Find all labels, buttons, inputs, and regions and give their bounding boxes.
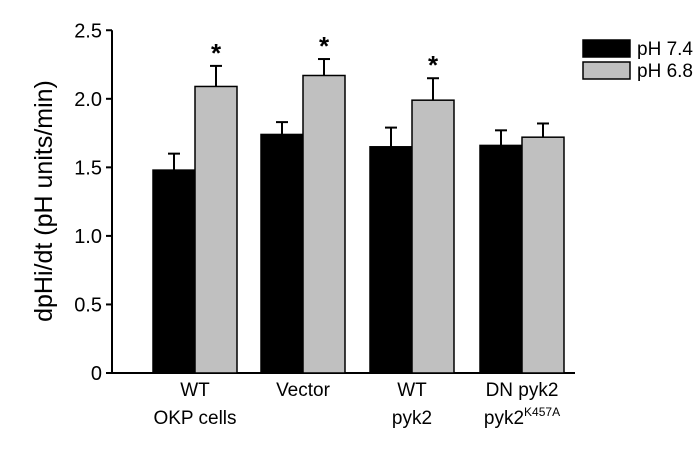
bars: * * * xyxy=(152,31,565,374)
x-tick-label: DN pyk2 xyxy=(486,380,559,401)
significance-star: * xyxy=(319,31,330,61)
y-tick-label: 2.0 xyxy=(74,89,102,111)
x-axis-labels: WT OKP cells Vector WT pyk2 DN pyk2 pyk2K457A xyxy=(153,380,560,429)
superscript: K457A xyxy=(524,405,560,419)
bar-ph68 xyxy=(411,99,455,374)
y-tick-label: 0 xyxy=(91,363,102,385)
legend-label: pH 6.8 xyxy=(637,61,693,82)
legend-swatch xyxy=(582,39,631,58)
y-tick-label: 2.5 xyxy=(74,20,102,42)
significance-star: * xyxy=(211,38,222,68)
bar-ph74 xyxy=(369,146,413,374)
y-tick-label: 1.0 xyxy=(74,226,102,248)
x-tick-label: OKP cells xyxy=(153,408,236,429)
bar-ph68 xyxy=(194,85,238,374)
significance-star: * xyxy=(428,50,439,80)
y-axis-label: dpHi/dt (pH units/min) xyxy=(30,80,58,322)
x-tick-label: Vector xyxy=(276,380,331,401)
legend-swatch xyxy=(582,61,631,80)
bar-ph68 xyxy=(302,74,346,374)
y-tick-label: 1.5 xyxy=(74,157,102,179)
y-tick-label: 0.5 xyxy=(74,294,102,316)
bar-ph68 xyxy=(521,136,565,374)
bar-ph74 xyxy=(152,169,196,374)
x-tick-label: WT xyxy=(397,380,427,401)
x-tick-label: pyk2 xyxy=(392,408,432,429)
bar-ph74 xyxy=(479,144,523,374)
bar-ph74 xyxy=(260,133,304,374)
legend-label: pH 7.4 xyxy=(637,39,693,60)
x-tick-label: WT xyxy=(180,380,210,401)
x-tick-label: pyk2K457A xyxy=(484,405,560,429)
legend: pH 7.4pH 6.8 xyxy=(582,39,693,82)
